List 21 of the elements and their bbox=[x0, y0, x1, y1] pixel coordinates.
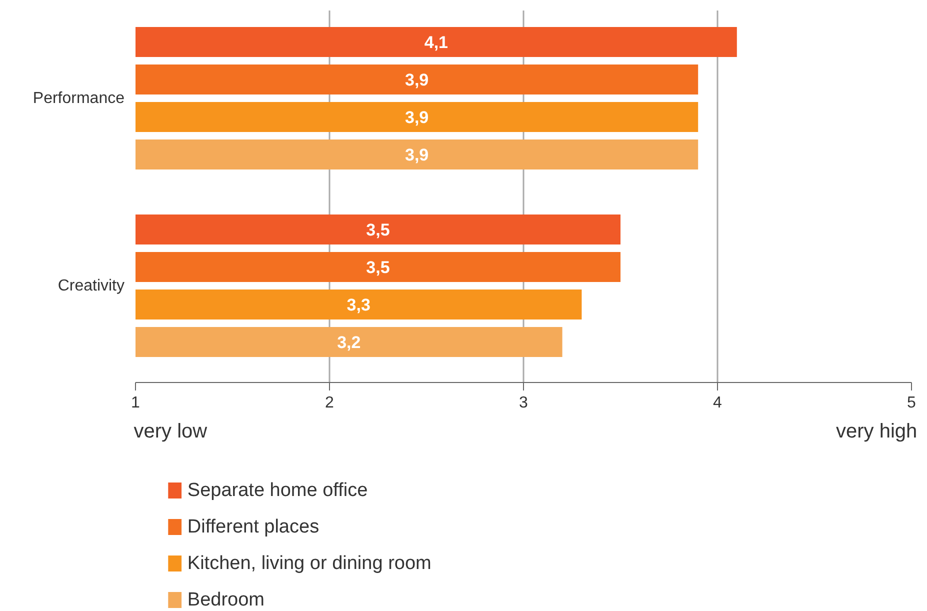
data-label: 3,5 bbox=[366, 220, 390, 240]
x-tick-label: 1 bbox=[131, 394, 140, 412]
x-tick-label: 3 bbox=[519, 394, 528, 412]
legend-label: Different places bbox=[187, 516, 320, 538]
text: very low bbox=[134, 420, 208, 442]
x-tick-label: 2 bbox=[325, 394, 334, 412]
y-tick-label: Creativity bbox=[58, 277, 125, 294]
text: very high bbox=[836, 420, 918, 442]
data-label: 3,3 bbox=[346, 296, 370, 314]
legend-label: Kitchen, living or dining room bbox=[187, 553, 432, 574]
legend-label: Bedroom bbox=[187, 590, 265, 610]
data-label: 3,2 bbox=[337, 333, 361, 352]
legend-label: Separate home office bbox=[187, 480, 368, 501]
x-tick-label: 5 bbox=[907, 394, 916, 412]
y-tick-label: Performance bbox=[32, 90, 125, 107]
data-label: 3,5 bbox=[366, 258, 390, 277]
data-label: 3,9 bbox=[404, 146, 429, 164]
data-label: 3,9 bbox=[404, 108, 429, 127]
data-label: 4,1 bbox=[424, 33, 448, 52]
data-label: 3,9 bbox=[404, 70, 429, 90]
x-tick-label: 4 bbox=[713, 394, 722, 412]
